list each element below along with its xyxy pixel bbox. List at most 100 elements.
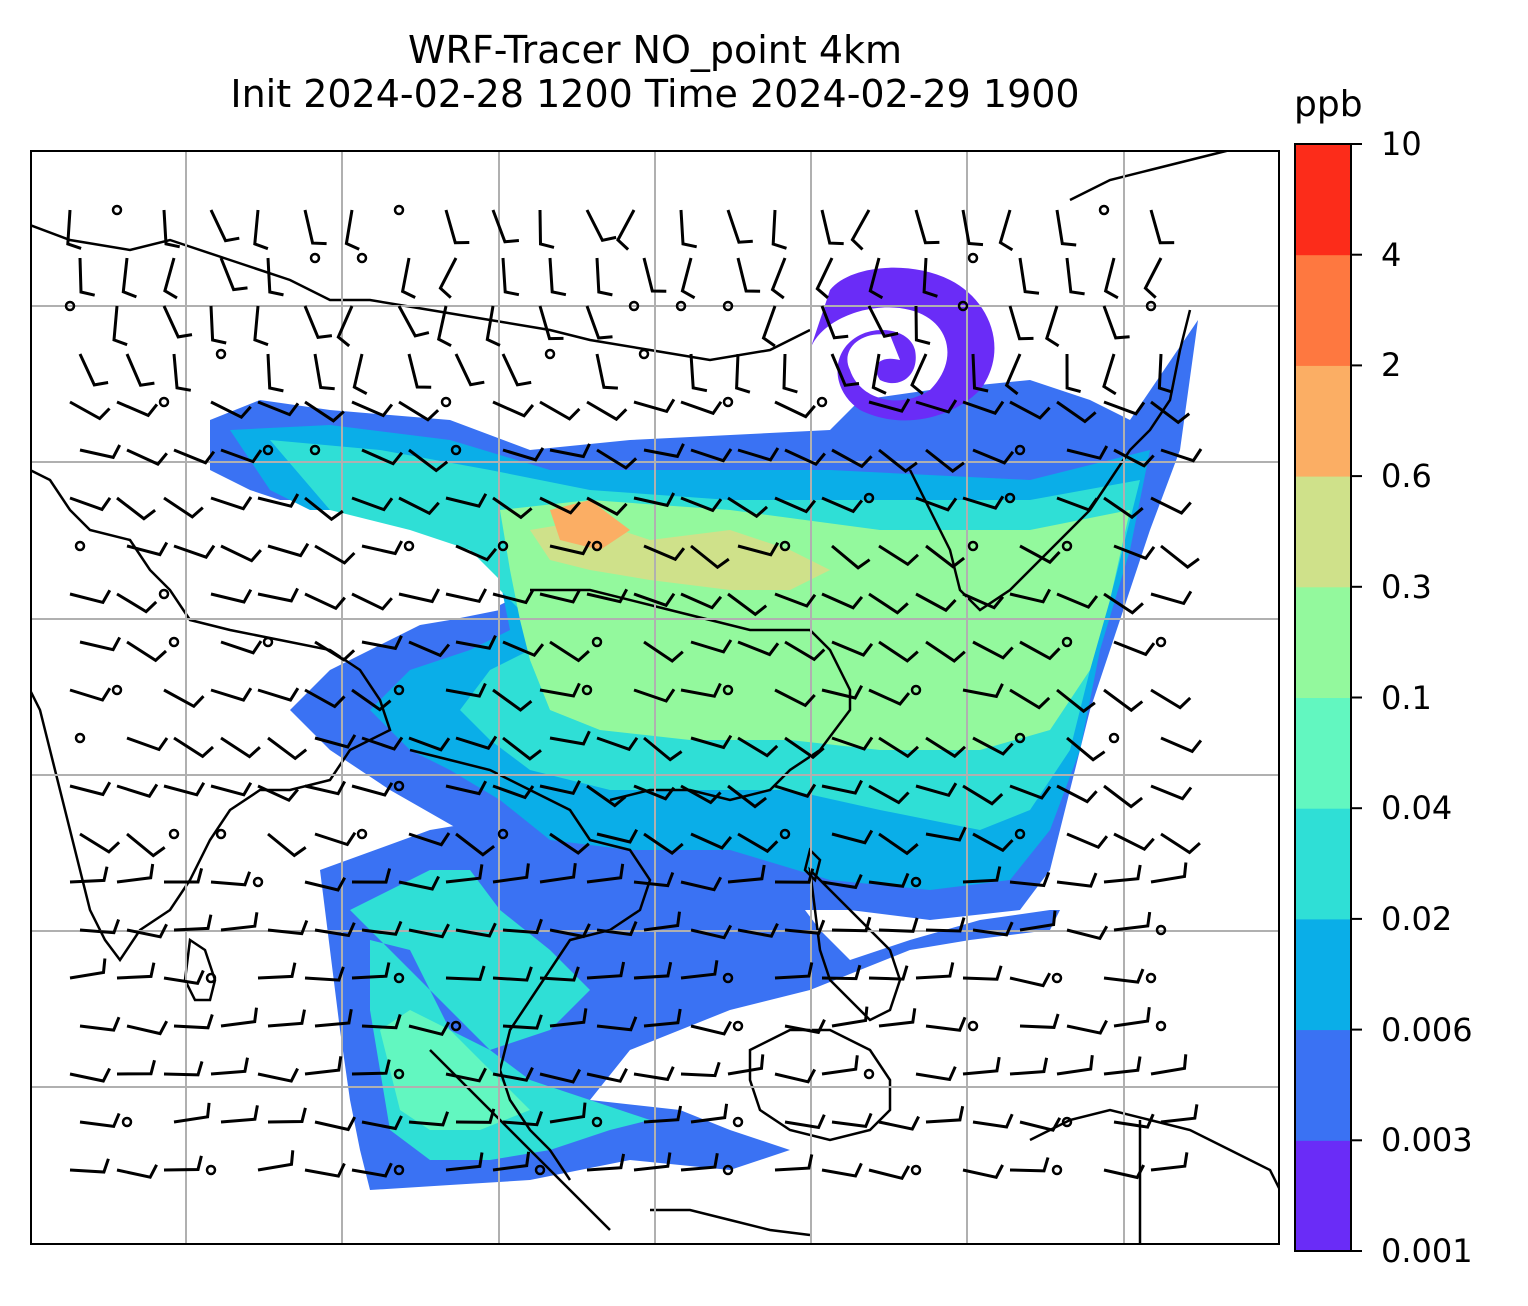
wind-barb	[867, 305, 899, 339]
wind-barb	[642, 257, 667, 293]
wind-barb	[314, 1008, 353, 1028]
wind-barb	[680, 257, 696, 300]
wind-barb	[633, 1152, 672, 1172]
wind-barb	[586, 588, 629, 604]
wind-barb	[408, 736, 451, 752]
wind-barb	[915, 592, 957, 613]
calm-marker	[722, 300, 734, 312]
wind-barb	[1150, 862, 1188, 884]
wind-barb	[915, 496, 958, 512]
calm-marker	[591, 540, 603, 552]
calm-marker	[910, 1164, 922, 1176]
wind-barb	[116, 592, 158, 614]
wind-barb	[455, 634, 497, 650]
wind-barb	[257, 400, 300, 417]
calm-marker	[863, 492, 875, 504]
wind-barb	[303, 305, 333, 340]
wind-barb	[962, 683, 1004, 699]
coastline-china-east	[530, 588, 852, 802]
wind-barb	[915, 782, 958, 798]
calm-marker	[628, 300, 640, 312]
wind-barb	[1160, 448, 1203, 463]
calm-marker	[158, 588, 170, 600]
wind-barb	[878, 736, 920, 759]
wind-barb	[257, 687, 300, 702]
calm-marker	[262, 444, 274, 456]
wind-barb	[210, 496, 253, 511]
wind-barb	[1019, 1117, 1062, 1132]
wind-barb	[126, 736, 169, 752]
wind-barb	[257, 784, 299, 803]
wind-barb	[595, 353, 618, 390]
wind-barb	[680, 592, 723, 610]
wind-barb	[633, 1066, 675, 1082]
wind-barb	[1160, 544, 1200, 569]
wind-barb	[1103, 1056, 1142, 1076]
calm-marker	[1155, 636, 1167, 648]
gridlines	[30, 150, 1280, 1245]
wind-barb	[173, 448, 216, 465]
coastline-sri-lanka	[183, 937, 217, 1002]
wind-barb	[925, 826, 967, 842]
wind-barb	[736, 257, 761, 293]
wind-barb	[455, 922, 497, 938]
calm-marker	[393, 972, 405, 984]
calm-marker	[393, 1164, 405, 1176]
wind-barb	[1150, 1054, 1188, 1076]
wind-barb	[126, 1020, 169, 1036]
wind-barb	[69, 781, 112, 797]
wind-barb	[914, 305, 931, 345]
wind-barb	[1056, 872, 1098, 888]
wind-barb	[116, 783, 159, 798]
wind-barb	[116, 863, 155, 884]
wind-barb	[1103, 592, 1144, 615]
wind-barb	[962, 495, 1005, 510]
calm-marker	[581, 684, 593, 696]
wind-barb	[925, 736, 967, 759]
wind-barb	[1150, 1152, 1189, 1172]
wind-barb	[782, 353, 798, 394]
colorbar-segment	[1295, 808, 1351, 920]
wind-barb	[398, 588, 441, 604]
wind-barb	[398, 496, 440, 516]
wind-barb	[586, 784, 627, 808]
wind-barb	[162, 305, 193, 339]
wind-barb	[502, 918, 543, 935]
wind-barb	[1009, 688, 1051, 710]
wind-barb	[1103, 496, 1144, 520]
wind-barb	[78, 353, 109, 387]
wind-barb	[69, 496, 112, 512]
wind-barb	[690, 639, 733, 654]
wind-barb	[1055, 209, 1077, 247]
wind-barb	[831, 448, 873, 469]
wind-barb	[116, 400, 159, 418]
colorbar-segment	[1295, 144, 1351, 256]
wind-barb	[220, 1105, 259, 1124]
wind-barb	[961, 209, 984, 247]
wind-barb	[1009, 1157, 1050, 1173]
wind-barb	[633, 871, 675, 888]
wind-barb	[79, 1016, 121, 1032]
calm-marker	[356, 252, 368, 264]
wind-barb	[267, 1009, 306, 1028]
calm-marker	[957, 300, 969, 312]
wind-barb	[172, 353, 192, 392]
wind-barb	[314, 734, 357, 749]
calm-marker	[534, 1164, 546, 1176]
wind-barb	[164, 868, 204, 884]
wind-barb	[784, 919, 826, 935]
wind-barb	[831, 640, 874, 657]
wind-barb	[821, 592, 864, 610]
wind-barb	[69, 400, 111, 421]
wind-barb	[351, 782, 394, 797]
calm-marker	[722, 684, 734, 696]
wind-barb	[502, 447, 545, 462]
wind-barb	[1056, 1055, 1094, 1076]
wind-barb	[727, 1054, 765, 1076]
wind-barb	[538, 305, 564, 341]
wind-barb	[690, 448, 733, 463]
calm-marker	[732, 1020, 744, 1032]
wind-barb	[455, 832, 496, 857]
calm-marker	[393, 780, 405, 792]
calm-marker	[591, 636, 603, 648]
